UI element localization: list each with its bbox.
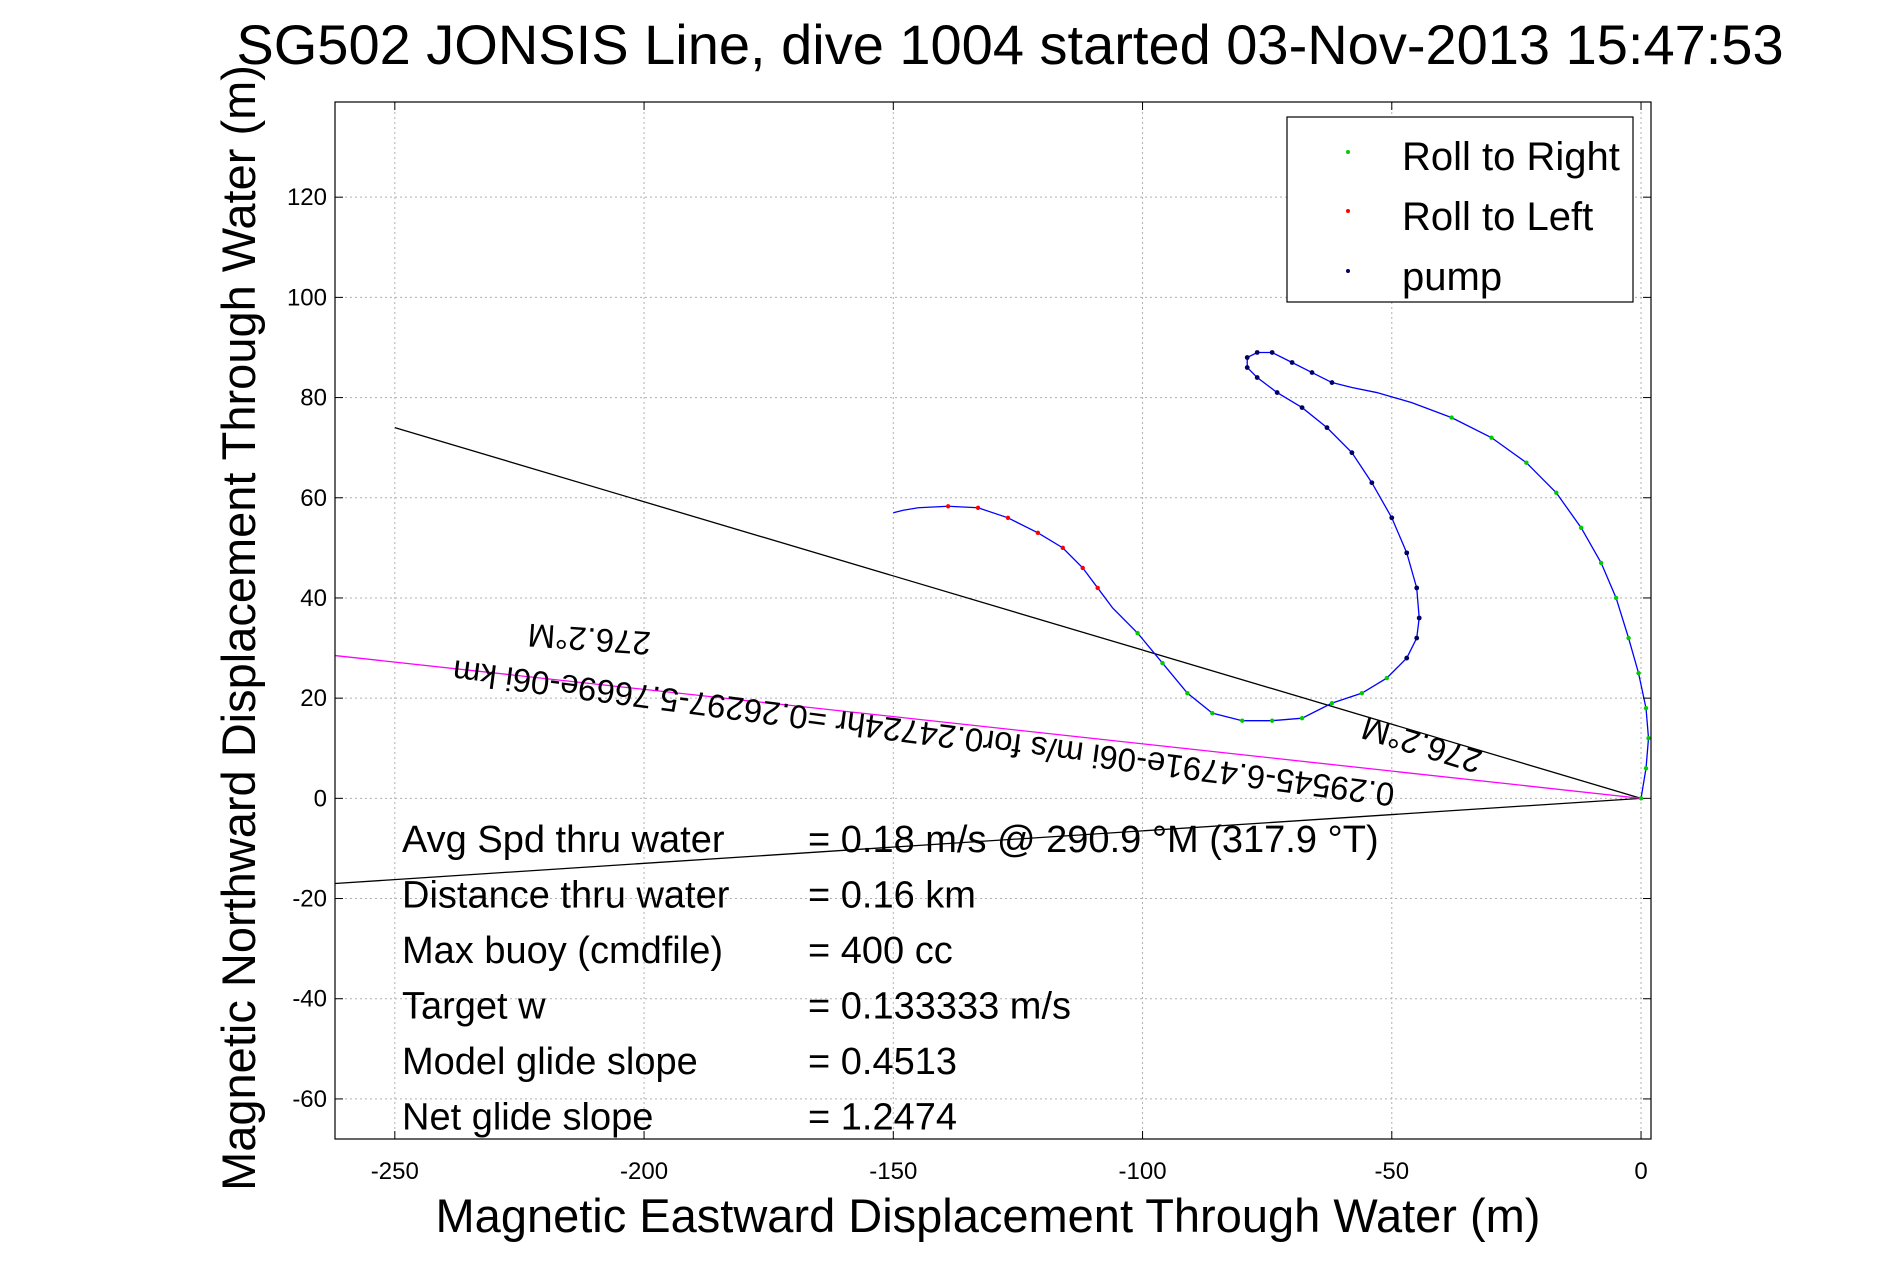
roll-right-marker — [1329, 700, 1335, 706]
roll-right-marker — [1489, 435, 1494, 440]
pump-marker — [1269, 350, 1275, 355]
pump-marker — [1329, 380, 1335, 385]
x-tick-label: -150 — [869, 1158, 917, 1185]
roll-right-marker — [1269, 718, 1275, 723]
legend-marker-roll-left — [1346, 209, 1350, 213]
reference-line — [334, 654, 1642, 799]
pump-marker — [1349, 450, 1355, 456]
y-axis-label: Magnetic Northward Displacement Through … — [212, 65, 265, 1191]
dive-track — [893, 350, 1651, 801]
roll-left-marker — [1080, 565, 1085, 571]
roll-left-marker — [1060, 545, 1065, 551]
chart-title: SG502 JONSIS Line, dive 1004 started 03-… — [236, 13, 1783, 76]
legend-marker-roll-right — [1346, 150, 1350, 154]
roll-right-marker — [1643, 766, 1649, 771]
stat-value: = 0.133333 m/s — [808, 986, 1071, 1028]
pump-marker — [1416, 615, 1422, 621]
pump-marker — [1404, 550, 1410, 556]
roll-right-marker — [1524, 460, 1529, 465]
current-heading-label: 276.2°M — [526, 617, 652, 663]
roll-left-marker — [975, 505, 981, 510]
stat-value: = 1.2474 — [808, 1097, 957, 1139]
roll-right-marker — [1638, 796, 1644, 801]
stat-label: Distance thru water — [402, 875, 730, 917]
roll-right-marker — [1384, 675, 1390, 681]
roll-left-marker — [945, 504, 951, 509]
track-line — [893, 351, 1650, 799]
stat-value: = 400 cc — [808, 930, 953, 972]
roll-right-marker — [1643, 705, 1649, 711]
roll-right-marker — [1240, 718, 1245, 723]
y-tick-label: 80 — [300, 385, 327, 412]
pump-marker — [1414, 635, 1420, 641]
legend-label-roll-right: Roll to Right — [1402, 135, 1620, 179]
y-tick-label: 40 — [300, 585, 327, 612]
pump-marker — [1244, 365, 1250, 370]
roll-right-marker — [1210, 710, 1215, 716]
legend: Roll to Right Roll to Left pump — [1286, 116, 1634, 303]
roll-right-marker — [1299, 715, 1305, 721]
y-tick-label: 0 — [314, 785, 327, 812]
y-tick-label: 100 — [287, 284, 327, 311]
legend-box — [1286, 116, 1634, 303]
stat-value: = 0.18 m/s @ 290.9 °M (317.9 °T) — [808, 819, 1379, 861]
axis-ticks: -250 -200 -150 -100 -50 0-60-40-2002040608010… — [287, 102, 1651, 1185]
stat-value: = 0.4513 — [808, 1041, 957, 1083]
x-axis-label: Magnetic Eastward Displacement Through W… — [436, 1189, 1541, 1242]
stat-label: Max buoy (cmdfile) — [402, 930, 723, 972]
pump-marker — [1414, 585, 1420, 591]
roll-right-marker — [1613, 595, 1619, 601]
reference-lines — [334, 427, 1642, 885]
legend-label-roll-left: Roll to Left — [1402, 195, 1593, 239]
x-tick-label: -200 — [620, 1158, 668, 1185]
pump-marker — [1254, 375, 1260, 380]
roll-right-marker — [1160, 660, 1165, 666]
pump-marker — [1309, 370, 1315, 375]
plot-frame — [334, 101, 1652, 1140]
pump-marker — [1274, 390, 1280, 395]
pump-marker — [1244, 355, 1250, 360]
x-tick-label: 0 — [1634, 1158, 1647, 1185]
legend-label-pump: pump — [1402, 255, 1502, 299]
pump-marker — [1369, 480, 1375, 486]
y-tick-label: 60 — [300, 485, 327, 512]
pump-marker — [1254, 350, 1260, 355]
roll-right-marker — [1636, 670, 1641, 676]
roll-right-marker — [1135, 630, 1140, 636]
roll-left-marker — [1035, 530, 1041, 536]
stat-label: Model glide slope — [402, 1041, 698, 1083]
roll-right-marker — [1359, 690, 1365, 696]
stat-label: Avg Spd thru water — [402, 819, 725, 861]
roll-right-marker — [1449, 415, 1454, 420]
y-tick-label: -20 — [292, 886, 327, 913]
x-tick-label: -50 — [1374, 1158, 1409, 1185]
pump-marker — [1299, 405, 1305, 410]
roll-right-marker — [1554, 490, 1559, 495]
y-tick-label: -60 — [292, 1086, 327, 1113]
stat-label: Target w — [402, 986, 546, 1028]
pump-marker — [1404, 655, 1410, 661]
x-tick-label: -250 — [371, 1158, 419, 1185]
x-tick-label: -100 — [1119, 1158, 1167, 1185]
roll-right-marker — [1626, 635, 1631, 641]
roll-right-marker — [1598, 560, 1604, 566]
pump-marker — [1289, 360, 1295, 365]
roll-left-marker — [1095, 585, 1100, 591]
roll-left-marker — [1005, 515, 1011, 521]
legend-marker-pump — [1346, 269, 1350, 273]
pump-marker — [1324, 425, 1330, 431]
roll-right-marker — [1646, 736, 1651, 741]
stat-label: Net glide slope — [402, 1097, 653, 1139]
y-tick-label: 120 — [287, 184, 327, 211]
y-tick-label: 20 — [300, 685, 327, 712]
y-tick-label: -40 — [292, 986, 327, 1013]
reference-line — [334, 797, 1642, 885]
stat-value: = 0.16 km — [808, 875, 976, 917]
roll-right-marker — [1579, 525, 1584, 531]
reference-line — [394, 427, 1642, 799]
pump-marker — [1389, 515, 1395, 521]
roll-right-marker — [1185, 690, 1190, 696]
